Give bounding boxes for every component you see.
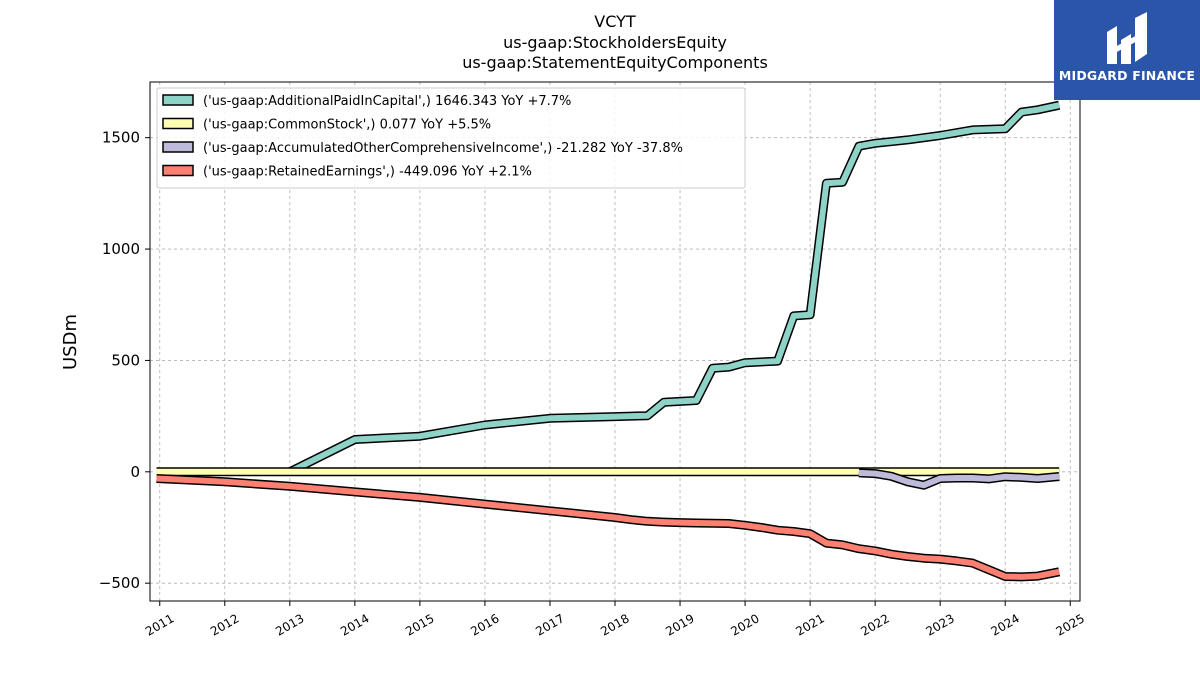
legend-entry: ('us-gaap:CommonStock',) 0.077 YoY +5.5% (203, 118, 491, 133)
legend-entry: ('us-gaap:AdditionalPaidInCapital',) 164… (203, 94, 571, 109)
y-axis-label: USDm (60, 314, 81, 370)
y-tick-label: 500 (111, 351, 140, 369)
y-tick-label: 0 (130, 463, 140, 481)
x-tick-label: 2012 (208, 611, 241, 638)
legend-entry: ('us-gaap:RetainedEarnings',) -449.096 Y… (203, 165, 532, 180)
series-line-0 (288, 102, 1060, 475)
y-tick-label: 1000 (102, 240, 140, 258)
x-tick-label: 2021 (793, 611, 826, 638)
x-tick-label: 2023 (923, 611, 956, 638)
legend-frame (156, 87, 746, 189)
legend-swatch (162, 141, 194, 153)
x-tick-label: 2015 (403, 611, 436, 638)
chart-title-line-1: VCYT (594, 12, 636, 31)
x-tick-label: 2018 (598, 611, 631, 638)
x-tick-label: 2014 (338, 611, 371, 638)
x-tick-label: 2022 (858, 611, 891, 638)
legend-swatch (162, 94, 194, 106)
chart-title: VCYT us-gaap:StockholdersEquity us-gaap:… (462, 12, 768, 72)
y-tick-label: 1500 (102, 129, 140, 147)
x-tick-label: 2011 (143, 611, 176, 638)
x-tick-label: 2019 (663, 611, 696, 638)
series-lines (156, 100, 1061, 582)
series-outline-3 (156, 474, 1061, 582)
y-axis: −500 0 500 1000 1500 (99, 129, 150, 592)
legend-entry: ('us-gaap:AccumulatedOtherComprehensiveI… (203, 141, 683, 156)
y-tick-label: −500 (99, 574, 140, 592)
x-tick-label: 2013 (273, 611, 306, 638)
x-tick-label: 2024 (988, 611, 1021, 638)
logo-mark-icon (1107, 12, 1147, 64)
legend-swatch (162, 117, 194, 130)
x-axis: 2011 2012 2013 2014 2015 2016 2017 2018 2019 2020… (143, 601, 1087, 639)
legend-swatch (162, 164, 194, 177)
logo-text: MIDGARD FINANCE (1058, 68, 1196, 83)
brand-logo: MIDGARD FINANCE (1054, 0, 1200, 100)
chart-title-line-2: us-gaap:StockholdersEquity (503, 33, 727, 52)
chart-title-line-3: us-gaap:StatementEquityComponents (462, 53, 768, 72)
x-tick-label: 2016 (468, 611, 501, 638)
x-tick-label: 2017 (533, 611, 566, 638)
series-line-2 (858, 469, 1060, 489)
x-tick-label: 2025 (1054, 611, 1087, 638)
x-tick-label: 2020 (728, 611, 761, 638)
legend: ('us-gaap:AdditionalPaidInCapital',) 164… (156, 87, 746, 189)
series-line-3 (156, 475, 1060, 580)
